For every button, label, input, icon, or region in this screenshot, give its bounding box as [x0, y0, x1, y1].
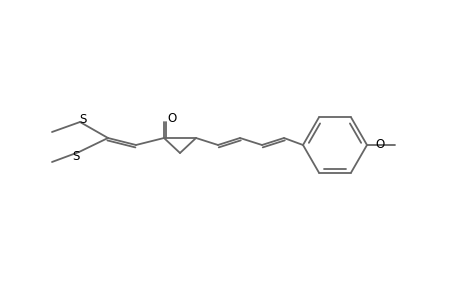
Text: O: O — [167, 112, 176, 124]
Text: S: S — [79, 112, 86, 125]
Text: O: O — [375, 137, 384, 151]
Text: S: S — [72, 149, 79, 163]
